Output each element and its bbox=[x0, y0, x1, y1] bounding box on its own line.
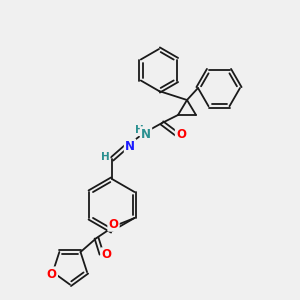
Text: O: O bbox=[109, 218, 118, 230]
Text: H: H bbox=[135, 125, 143, 135]
Text: O: O bbox=[101, 248, 112, 262]
Text: H: H bbox=[100, 152, 109, 162]
Text: O: O bbox=[47, 268, 57, 281]
Text: O: O bbox=[176, 128, 186, 142]
Text: N: N bbox=[141, 128, 151, 140]
Text: N: N bbox=[125, 140, 135, 152]
